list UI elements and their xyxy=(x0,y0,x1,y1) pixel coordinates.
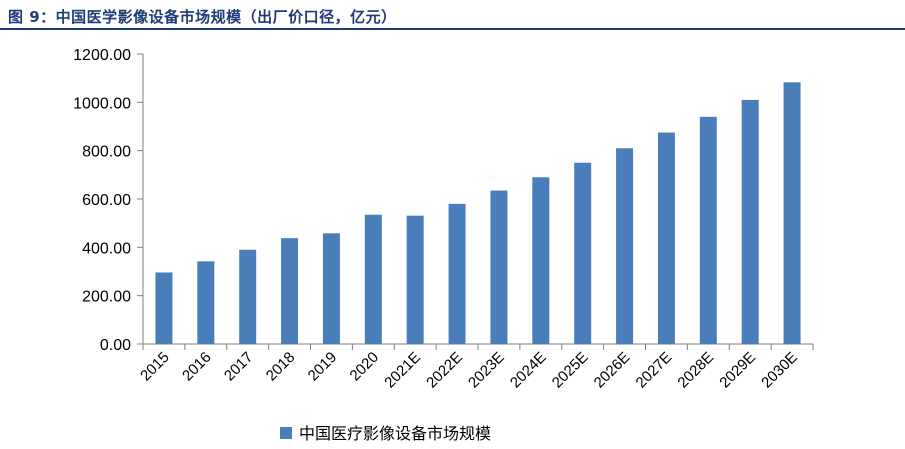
x-tick-label: 2017 xyxy=(221,349,257,385)
bar xyxy=(699,116,717,344)
x-tick-label: 2022E xyxy=(423,349,466,392)
y-tick-label: 600.00 xyxy=(82,192,131,209)
x-tick-label: 2030E xyxy=(758,349,801,392)
legend-swatch xyxy=(280,427,292,439)
x-tick-label: 2020 xyxy=(347,349,383,385)
bar xyxy=(155,272,173,344)
bars xyxy=(155,82,801,345)
bar xyxy=(406,215,424,344)
x-tick-label: 2016 xyxy=(179,349,215,385)
bar xyxy=(532,177,550,344)
bar xyxy=(741,99,759,345)
x-tick-label: 2028E xyxy=(674,349,717,392)
y-tick-label: 1000.00 xyxy=(73,95,131,112)
x-axis: 2015 2016 2017 2018 2019 2020 2021E 2022E 2023E 2… xyxy=(137,343,814,392)
bar xyxy=(239,249,257,344)
x-tick-label: 2015 xyxy=(137,349,173,385)
bar xyxy=(448,203,466,344)
x-tick-label: 2019 xyxy=(305,349,341,385)
y-tick-label: 1200.00 xyxy=(73,47,131,64)
bar xyxy=(364,214,382,344)
x-tick-label: 2025E xyxy=(549,349,592,392)
legend-label: 中国医疗影像设备市场规模 xyxy=(299,424,491,443)
bar xyxy=(490,190,508,344)
x-tick-label: 2023E xyxy=(465,349,508,392)
x-tick-label: 2026E xyxy=(591,349,634,392)
x-tick-label: 2018 xyxy=(263,349,299,385)
bar xyxy=(281,238,299,344)
bar xyxy=(574,162,592,344)
x-tick-label: 2024E xyxy=(507,349,550,392)
y-tick-label: 400.00 xyxy=(82,240,131,257)
bar xyxy=(783,82,801,345)
x-tick-label: 2027E xyxy=(633,349,676,392)
bar xyxy=(322,233,340,344)
y-tick-label: 800.00 xyxy=(82,144,131,161)
y-tick-label: 200.00 xyxy=(82,289,131,306)
y-tick-label: 0.00 xyxy=(100,337,131,354)
legend: 中国医疗影像设备市场规模 xyxy=(280,424,491,443)
y-axis: 0.00 200.00 400.00 600.00 800.00 1000.00 1200.… xyxy=(73,47,144,354)
bar xyxy=(657,132,675,344)
bar xyxy=(197,261,215,344)
title-divider xyxy=(0,28,905,30)
bar xyxy=(616,148,634,344)
x-tick-label: 2021E xyxy=(381,349,424,392)
x-tick-label: 2029E xyxy=(716,349,759,392)
figure-title: 图 9：中国医学影像设备市场规模（出厂价口径，亿元） xyxy=(8,8,397,26)
